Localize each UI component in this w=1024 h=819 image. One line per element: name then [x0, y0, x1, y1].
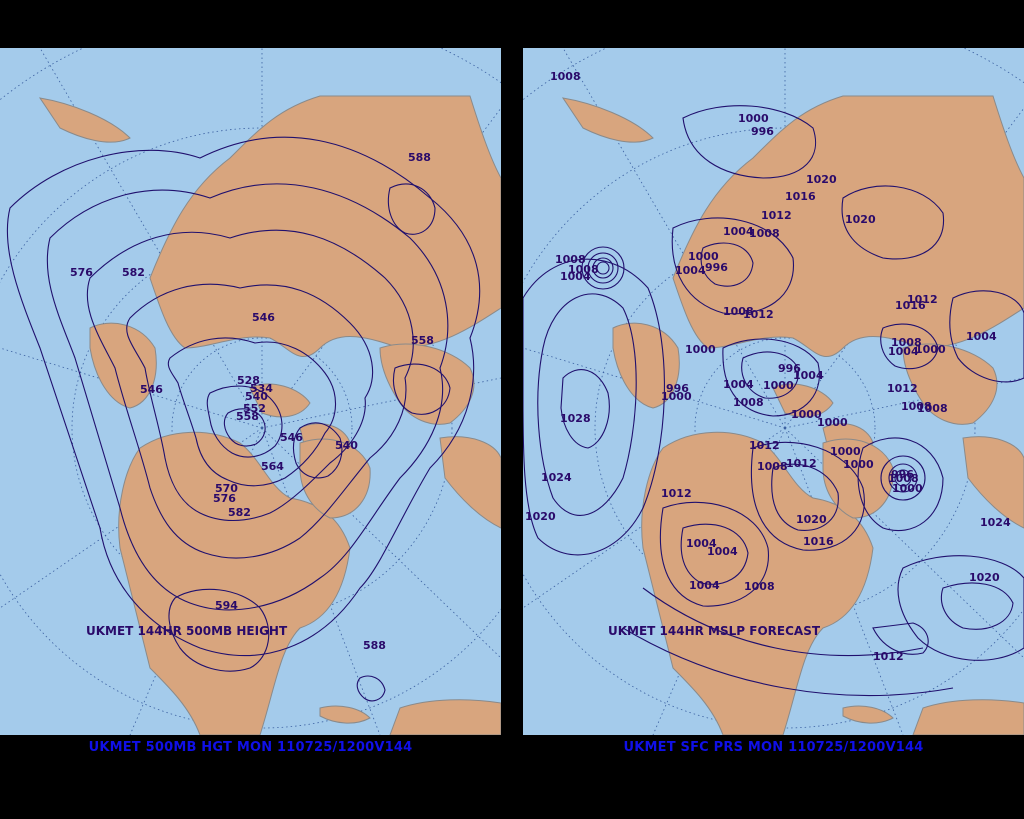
isobar-label: 1008 — [723, 305, 754, 318]
isobar-label: 1008 — [744, 580, 775, 593]
height-contours — [6, 136, 481, 702]
contour-label: 582 — [122, 266, 145, 279]
contour-label: 558 — [411, 334, 434, 347]
isobar-label: 1004 — [723, 378, 754, 391]
isobar-label: 996 — [666, 382, 689, 395]
isobar-label: 1004 — [723, 225, 754, 238]
contour-label: 546 — [252, 311, 275, 324]
isobar-label: 1008 — [749, 227, 780, 240]
land-masses — [38, 95, 501, 735]
isobar-label: 1008 — [555, 253, 586, 266]
isobar-label: 1004 — [793, 369, 824, 382]
isobar-label: 996 — [705, 261, 728, 274]
left-panel: 576 582 588 546 558 546 528 534 540 552 … — [0, 0, 501, 819]
contour-label: 576 — [70, 266, 93, 279]
isobar-label: 1012 — [887, 382, 918, 395]
contour-label: 588 — [363, 639, 386, 652]
isobar-label: 1020 — [969, 571, 1000, 584]
isobar-label: 1008 — [757, 460, 788, 473]
isobar-label: 1016 — [803, 535, 834, 548]
right-map: 1008 1000 996 1020 1016 1012 1020 1004 1… — [523, 48, 1024, 735]
isobar-label: 1004 — [966, 330, 997, 343]
isobar-label: 1000 — [830, 445, 861, 458]
isobar-label: 1012 — [749, 439, 780, 452]
isobar-label: 1012 — [786, 457, 817, 470]
contour-label: 552 — [243, 402, 266, 415]
isobar-label: 1004 — [689, 579, 720, 592]
isobar-label: 1000 — [763, 379, 794, 392]
isobar-label: 1000 — [738, 112, 769, 125]
right-footer-title: UKMET SFC PRS MON 110725/1200V144 — [623, 740, 924, 755]
isobar-label: 1008 — [733, 396, 764, 409]
isobar-label: 1004 — [888, 345, 919, 358]
isobar-label: 1004 — [560, 270, 591, 283]
isobar-label: 1012 — [661, 487, 692, 500]
isobar-label: 1008 — [568, 263, 599, 276]
isobar-label: 1012 — [761, 209, 792, 222]
isobar-label: 996 — [778, 362, 801, 375]
left-map: 576 582 588 546 558 546 528 534 540 552 … — [0, 48, 501, 735]
contour-label: 564 — [261, 460, 284, 473]
isobar-label: 1024 — [541, 471, 572, 484]
isobar-label: 1004 — [675, 264, 706, 277]
right-panel: 1008 1000 996 1020 1016 1012 1020 1004 1… — [523, 0, 1024, 819]
contour-label: 528 — [237, 374, 260, 387]
isobar-label: 996 — [751, 125, 774, 138]
isobar-label: 1000 — [685, 343, 716, 356]
contour-label: 540 — [245, 390, 268, 403]
contour-label: 588 — [408, 151, 431, 164]
isobar-label: 1016 — [895, 299, 926, 312]
isobar-label: 1000 — [915, 343, 946, 356]
isobar-label: 1028 — [560, 412, 591, 425]
isobar-label: 1004 — [686, 537, 717, 550]
isobar-label: 1024 — [980, 516, 1011, 529]
isobar-label: 996 — [891, 468, 914, 481]
contour-label: 546 — [280, 431, 303, 444]
isobar-label: 1000 — [843, 458, 874, 471]
isobar-label: 1020 — [796, 513, 827, 526]
isobar-label: 1000 — [661, 390, 692, 403]
isobar-label: 1020 — [525, 510, 556, 523]
contour-label: 576 — [213, 492, 236, 505]
isobar-label: 1012 — [907, 293, 938, 306]
isobar-label: 1008 — [888, 472, 919, 485]
left-contour-labels: 576 582 588 546 558 546 528 534 540 552 … — [70, 151, 434, 652]
isobar-label: 1020 — [806, 173, 837, 186]
pressure-isobars — [523, 105, 1024, 697]
contour-label: 546 — [140, 383, 163, 396]
isobar-label: 1016 — [785, 190, 816, 203]
isobar-label: 1012 — [743, 308, 774, 321]
right-isobar-labels: 1008 1000 996 1020 1016 1012 1020 1004 1… — [525, 70, 1011, 663]
contour-label: 534 — [250, 382, 273, 395]
isobar-label: 1020 — [845, 213, 876, 226]
right-map-caption: UKMET 144HR MSLP FORECAST — [608, 624, 821, 638]
isobar-label: 1012 — [873, 650, 904, 663]
contour-label: 594 — [215, 599, 238, 612]
isobar-label: 1004 — [707, 545, 738, 558]
contour-label: 558 — [236, 410, 259, 423]
isobar-label: 1000 — [817, 416, 848, 429]
left-map-caption: UKMET 144HR 500MB HEIGHT — [86, 624, 288, 638]
left-footer-title: UKMET 500MB HGT MON 110725/1200V144 — [88, 740, 413, 755]
contour-label: 540 — [335, 439, 358, 452]
isobar-label: 1000 — [892, 482, 923, 495]
isobar-label: 1000 — [688, 250, 719, 263]
isobar-label: 1008 — [901, 400, 932, 413]
contour-label: 582 — [228, 506, 251, 519]
isobar-label: 1000 — [791, 408, 822, 421]
isobar-label: 1008 — [891, 336, 922, 349]
isobar-label: 1008 — [917, 402, 948, 415]
isobar-label: 1008 — [550, 70, 581, 83]
contour-label: 570 — [215, 482, 238, 495]
